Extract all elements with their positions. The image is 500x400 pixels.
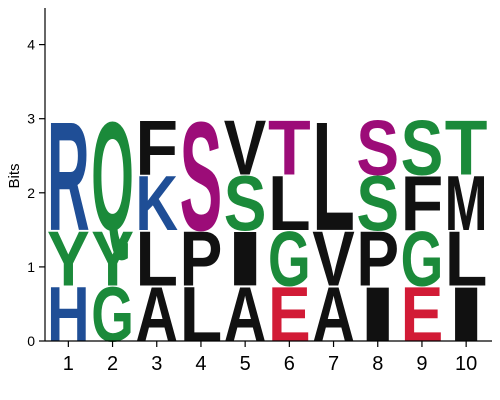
x-tick-label: 6: [284, 353, 295, 375]
y-tick-label: 0: [27, 333, 35, 349]
y-tick-label: 3: [27, 111, 35, 127]
logo-letter-L-pos-3: L: [135, 215, 178, 302]
logo-letter-F-pos-9: F: [401, 159, 444, 246]
logo-letter-G-pos-9: G: [401, 216, 444, 303]
x-tick-label: 4: [195, 353, 206, 375]
x-tick-label: 2: [107, 353, 118, 375]
logo-letter-Y-pos-2: Y: [91, 217, 134, 303]
logo-letter-R-pos-1: R: [47, 90, 90, 263]
logo-letter-Q-pos-2: Q: [91, 90, 134, 263]
logo-letter-T-pos-10: T: [445, 104, 488, 191]
logo-letter-Y-pos-1: Y: [47, 217, 90, 303]
x-tick-label: 9: [416, 353, 427, 375]
logo-letter-F-pos-3: F: [135, 104, 178, 191]
x-tick-label: 7: [328, 353, 339, 375]
logo-letter-S-pos-5: S: [224, 161, 267, 247]
logo-letter-I-pos-5: I: [224, 215, 267, 302]
logo-letter-G-pos-6: G: [268, 216, 311, 303]
logo-letter-L-pos-10: L: [445, 215, 488, 302]
logo-letter-V-pos-7: V: [312, 217, 355, 303]
logo-letter-K-pos-3: K: [135, 160, 178, 247]
x-ticks: 1 2 3 4 5 6 7 8 9 10: [63, 341, 477, 375]
x-tick-label: 8: [372, 353, 383, 375]
x-tick-label: 10: [455, 353, 477, 375]
logo-letter-S-pos-4: S: [180, 91, 223, 264]
logo-letter-S-pos-8: S: [356, 106, 399, 192]
y-tick-label: 4: [27, 37, 35, 53]
y-ticks: 0 1 2 3 4: [27, 37, 45, 349]
logo-letter-P-pos-8: P: [356, 217, 399, 303]
logo-letter-M-pos-10: M: [445, 159, 488, 246]
y-tick-label: 2: [27, 185, 35, 201]
x-tick-label: 1: [63, 353, 74, 375]
y-tick-label: 1: [27, 259, 35, 275]
logo-letter-V-pos-5: V: [224, 105, 267, 191]
x-tick-label: 5: [240, 353, 251, 375]
logo-letter-P-pos-4: P: [180, 217, 223, 303]
y-axis-label: Bits: [6, 163, 23, 188]
logo-letter-S-pos-8: S: [356, 161, 399, 247]
logo-letter-L-pos-6: L: [268, 159, 311, 246]
axes-layer: [44, 8, 492, 342]
x-tick-label: 3: [151, 353, 162, 375]
logo-letter-T-pos-6: T: [268, 104, 311, 191]
logo-letter-L-pos-7: L: [312, 89, 355, 263]
logo-letter-S-pos-9: S: [401, 106, 444, 192]
